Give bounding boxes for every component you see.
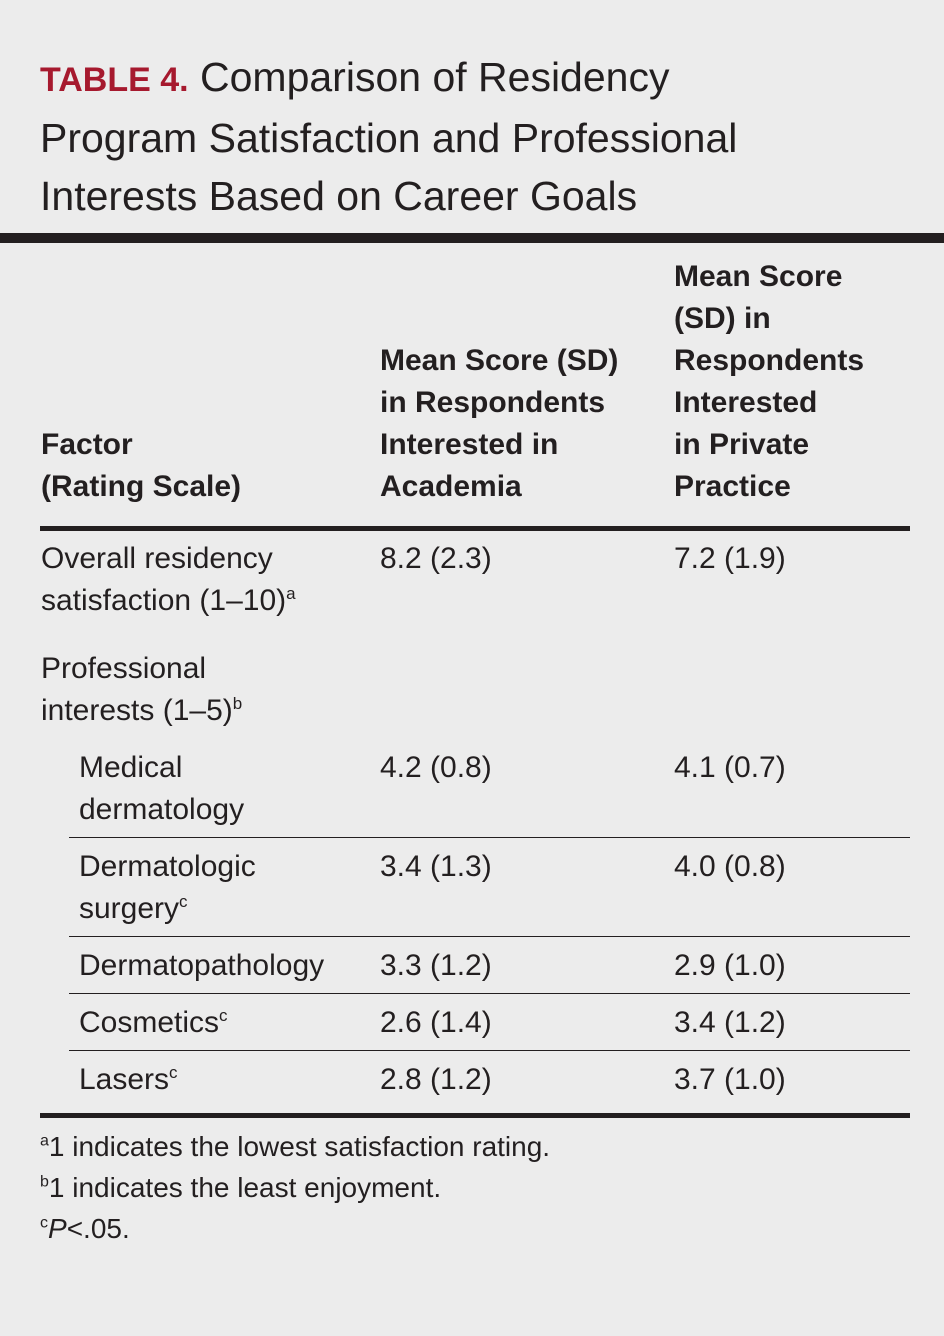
column-header-private-practice: Mean Score (SD) in Respondents Intereste… [674,260,865,503]
row-divider [69,837,910,838]
row-divider [69,1050,910,1051]
row-divider [69,993,910,994]
footnote-marker: c [179,892,188,911]
academia-score: 2.8 (1.2) [380,1063,492,1096]
footnote-marker: c [219,1006,228,1025]
factor-cell: Overall residency satisfaction (1–10)a [41,542,296,617]
private-practice-score: 4.0 (0.8) [674,850,786,883]
table-title: TABLE 4. Comparison of Residency Program… [40,48,920,225]
table-label: TABLE 4. [40,61,189,99]
row-divider [69,936,910,937]
academia-score: 3.4 (1.3) [380,850,492,883]
private-practice-score: 4.1 (0.7) [674,751,786,784]
private-practice-score: 7.2 (1.9) [674,542,786,575]
footnote-a: a1 indicates the lowest satisfaction rat… [40,1131,551,1162]
academia-score: 2.6 (1.4) [380,1006,492,1039]
factor-cell: Medical dermatology [79,751,245,826]
private-practice-score: 2.9 (1.0) [674,949,786,982]
factor-cell: Dermatologic surgeryc [79,850,256,925]
academia-score: 4.2 (0.8) [380,751,492,784]
academia-score: 3.3 (1.2) [380,949,492,982]
private-practice-score: 3.7 (1.0) [674,1063,786,1096]
table-title-line1: Comparison of Residency [200,54,670,100]
footnotes: a1 indicates the lowest satisfaction rat… [40,1126,910,1249]
factor-cell: Lasersc [79,1063,178,1096]
table-title-line2: Program Satisfaction and Professional [40,115,738,161]
footnote-b: b1 indicates the least enjoyment. [40,1172,442,1203]
factor-cell: Dermatopathology [79,949,325,982]
footnote-marker: a [286,584,296,603]
academia-score: 8.2 (2.3) [380,542,492,575]
footnote-c: cP<.05. [40,1213,130,1244]
header-rule [40,526,910,531]
factor-cell: Professional interests (1–5)b [41,652,243,727]
table-title-line3: Interests Based on Career Goals [40,173,638,219]
footnote-marker: b [232,694,243,713]
table-header: Factor (Rating Scale) Mean Score (SD) in… [0,260,944,508]
top-rule [0,233,944,243]
footnote-marker: c [169,1063,178,1082]
private-practice-score: 3.4 (1.2) [674,1006,786,1039]
bottom-rule [40,1113,910,1118]
column-header-factor: Factor (Rating Scale) [41,428,242,503]
column-header-academia: Mean Score (SD) in Respondents Intereste… [380,344,619,503]
factor-cell: Cosmeticsc [79,1006,228,1039]
